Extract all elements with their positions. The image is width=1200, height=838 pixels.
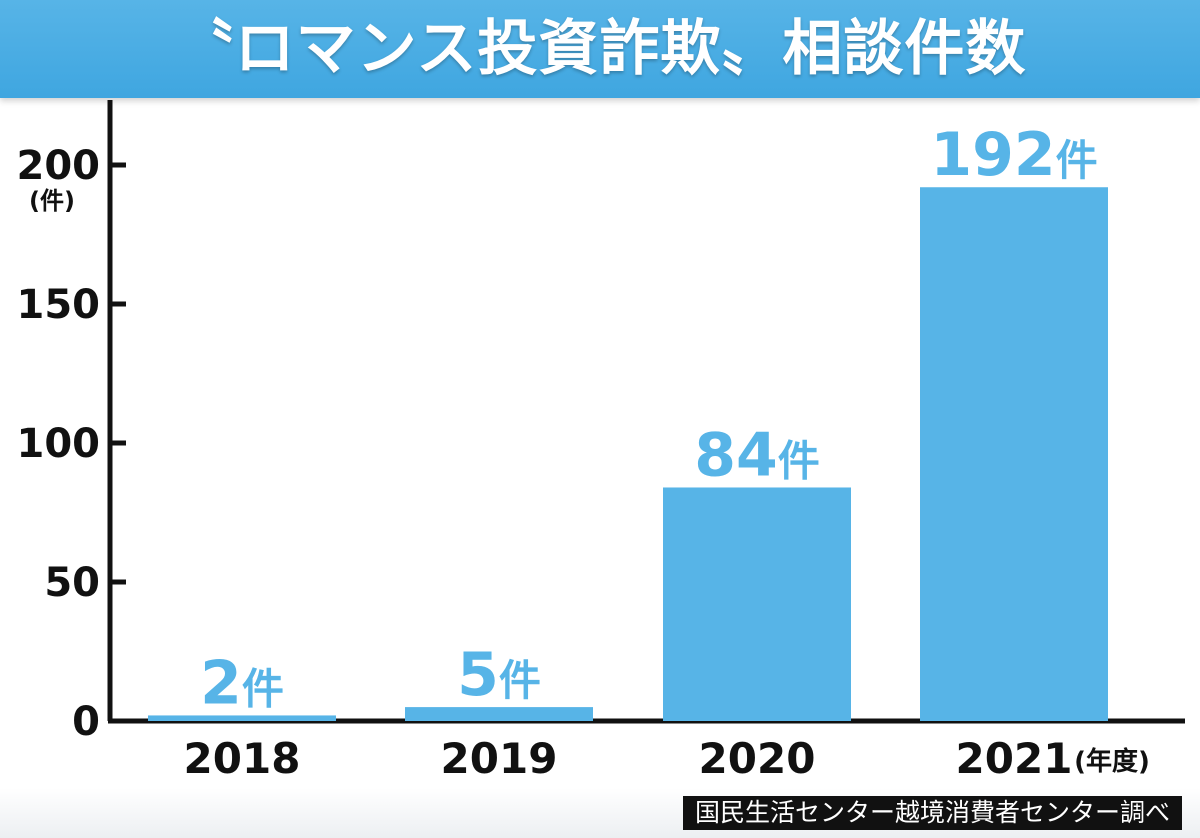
bar-2020 [663, 487, 851, 721]
y-tick-label: 100 [17, 421, 101, 467]
bar-2019 [405, 707, 593, 721]
data-label-2020: 84件 [694, 420, 820, 490]
y-axis-unit-label: (件) [29, 187, 75, 215]
bar-2021 [920, 187, 1108, 722]
x-tick-label: 2019 [441, 734, 558, 783]
data-label-2021: 192件 [930, 120, 1097, 190]
source-caption: 国民生活センター越境消費者センター調べ [682, 796, 1182, 830]
y-tick-label: 0 [72, 699, 100, 745]
x-tick-label: 2018 [184, 734, 301, 783]
y-tick-label: 150 [17, 282, 101, 328]
data-label-2018: 2件 [200, 648, 284, 718]
title-bar: 〝ロマンス投資詐欺〟相談件数 [0, 0, 1200, 98]
chart-title: 〝ロマンス投資詐欺〟相談件数 [173, 14, 1027, 84]
data-label-2019: 5件 [457, 640, 541, 710]
y-tick-label: 50 [44, 560, 100, 606]
x-tick-label: 2020 [699, 734, 816, 783]
x-axis-unit-label: (年度) [1074, 746, 1150, 777]
bar-2018 [148, 715, 336, 721]
x-tick-label: 2021 [956, 734, 1073, 783]
y-tick-label: 200 [17, 143, 101, 189]
